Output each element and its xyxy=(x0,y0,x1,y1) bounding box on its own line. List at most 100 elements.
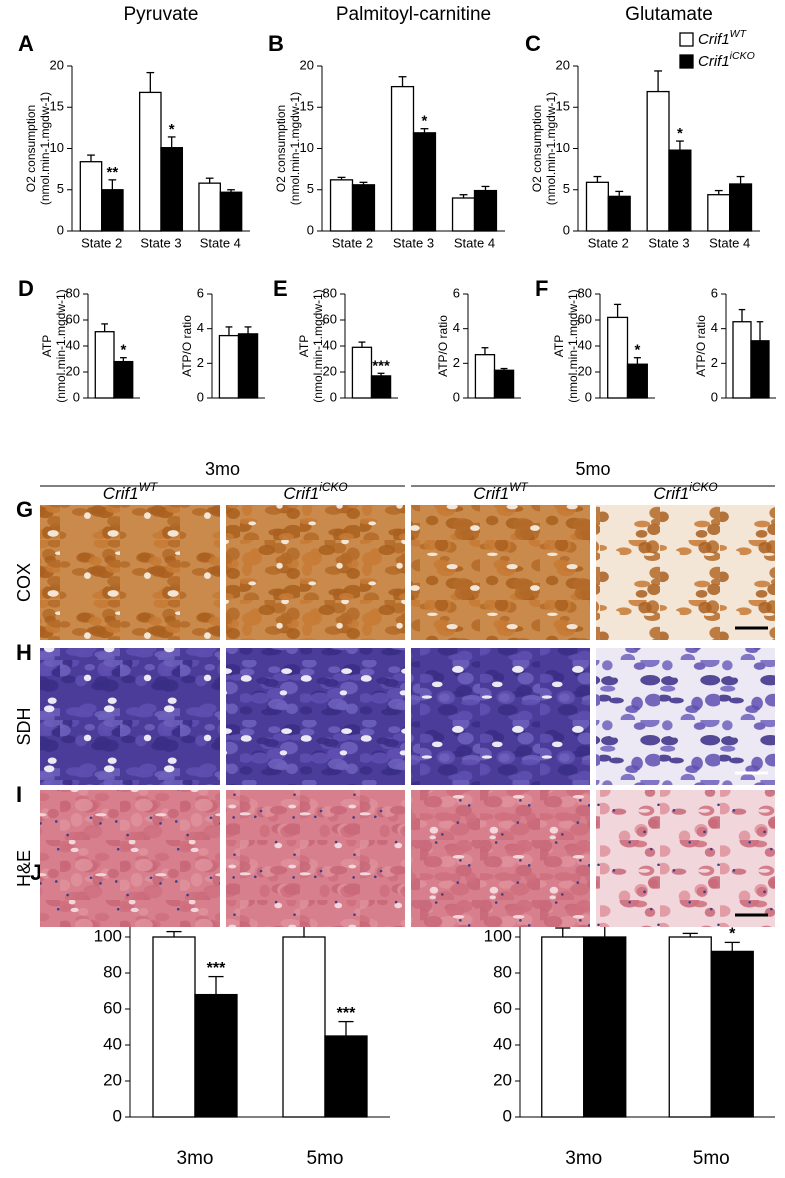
y-axis-label: ATP/O ratio xyxy=(180,315,194,377)
y-tick-label: 20 xyxy=(578,363,592,378)
histology-image xyxy=(411,790,590,927)
y-tick-label: 0 xyxy=(73,389,80,404)
histology-image xyxy=(596,790,775,927)
bar xyxy=(668,149,692,232)
panel-letter: J xyxy=(30,860,42,885)
x-tick-label: State 2 xyxy=(588,235,629,250)
genotype-label: Crif1iCKO xyxy=(283,480,347,503)
y-tick-label: 10 xyxy=(300,140,314,155)
y-tick-label: 100 xyxy=(484,926,512,945)
bar xyxy=(646,90,670,232)
bar xyxy=(198,182,221,232)
y-tick-label: 80 xyxy=(66,285,80,300)
bar xyxy=(583,936,627,1118)
row-letter: H xyxy=(16,640,32,665)
x-tick-label: 3mo xyxy=(177,1148,214,1169)
panel-letter: D xyxy=(18,276,34,301)
significance: *** xyxy=(337,1005,356,1022)
y-tick-label: 0 xyxy=(711,389,718,404)
significance: * xyxy=(422,113,428,130)
y-tick-label: 100 xyxy=(94,926,122,945)
bar xyxy=(351,184,376,232)
significance: * xyxy=(634,342,640,359)
significance: *** xyxy=(372,357,390,374)
bar xyxy=(710,950,754,1118)
y-tick-label: 15 xyxy=(300,99,314,114)
y-tick-label: 4 xyxy=(711,320,718,335)
bar xyxy=(351,346,373,399)
legend-label: Crif1iCKO xyxy=(698,50,755,70)
significance: * xyxy=(120,342,126,359)
x-tick-label: State 3 xyxy=(648,235,689,250)
legend-swatch xyxy=(679,54,694,69)
bar xyxy=(218,334,240,399)
y-tick-label: 0 xyxy=(197,389,204,404)
x-tick-label: State 2 xyxy=(81,235,122,250)
bar xyxy=(626,363,648,399)
y-tick-label: 10 xyxy=(556,140,570,155)
histology-image xyxy=(226,505,405,640)
y-tick-label: 4 xyxy=(453,320,460,335)
panel-letter: E xyxy=(273,276,288,301)
row-letter: I xyxy=(16,782,22,807)
y-tick-label: 2 xyxy=(711,355,718,370)
y-tick-label: 5 xyxy=(563,181,570,196)
y-tick-label: 20 xyxy=(323,363,337,378)
genotype-label: Crif1WT xyxy=(103,480,158,503)
age-label: 5mo xyxy=(575,459,610,479)
y-axis-label: (nmol.min-1.mgdw-1) xyxy=(566,289,580,402)
histology-image xyxy=(40,505,220,640)
y-tick-label: 5 xyxy=(307,181,314,196)
y-tick-label: 40 xyxy=(66,337,80,352)
bar xyxy=(668,936,712,1118)
y-tick-label: 60 xyxy=(493,998,512,1017)
y-tick-label: 20 xyxy=(103,1070,122,1089)
y-tick-label: 60 xyxy=(578,311,592,326)
bar xyxy=(79,161,103,232)
y-axis-label: (nmol.min-1.mgdw-1) xyxy=(311,289,325,402)
y-tick-label: 0 xyxy=(453,389,460,404)
bar xyxy=(607,316,629,399)
bar xyxy=(607,195,631,232)
y-tick-label: 40 xyxy=(323,337,337,352)
bar xyxy=(138,91,162,232)
y-axis-label: O2 consumption xyxy=(530,105,544,192)
significance: *** xyxy=(207,960,226,977)
histology-image xyxy=(226,648,405,785)
bar xyxy=(219,191,243,232)
histology-image xyxy=(596,505,775,640)
x-tick-label: State 4 xyxy=(709,235,750,250)
histology-image xyxy=(596,648,775,785)
panel-letter: F xyxy=(535,276,548,301)
bar xyxy=(194,993,238,1118)
y-axis-label: (nmol.min-1.mgdw-1) xyxy=(288,92,302,205)
y-tick-label: 2 xyxy=(197,355,204,370)
histology-image xyxy=(411,505,590,640)
panel-letter: A xyxy=(18,31,34,56)
bar xyxy=(94,331,115,399)
y-tick-label: 0 xyxy=(585,389,592,404)
bar xyxy=(412,132,437,232)
y-axis-label: ATP xyxy=(40,335,54,357)
bar xyxy=(732,321,752,399)
bar xyxy=(160,147,184,232)
panel-letter: C xyxy=(525,31,541,56)
bar xyxy=(113,360,134,399)
y-tick-label: 60 xyxy=(103,998,122,1017)
histology-image xyxy=(226,790,405,927)
y-tick-label: 0 xyxy=(307,222,314,237)
bar xyxy=(237,333,259,399)
y-tick-label: 40 xyxy=(578,337,592,352)
histology-image xyxy=(411,648,590,785)
y-tick-label: 2 xyxy=(453,355,460,370)
y-tick-label: 20 xyxy=(50,57,64,72)
y-axis-label: ATP/O ratio xyxy=(436,315,450,377)
significance: * xyxy=(677,125,683,142)
y-tick-label: 0 xyxy=(503,1106,512,1125)
row-letter: G xyxy=(16,497,33,522)
bar xyxy=(493,369,515,399)
histology-image xyxy=(40,648,220,785)
bar xyxy=(707,194,731,232)
bar xyxy=(473,189,498,232)
significance: * xyxy=(169,121,175,138)
